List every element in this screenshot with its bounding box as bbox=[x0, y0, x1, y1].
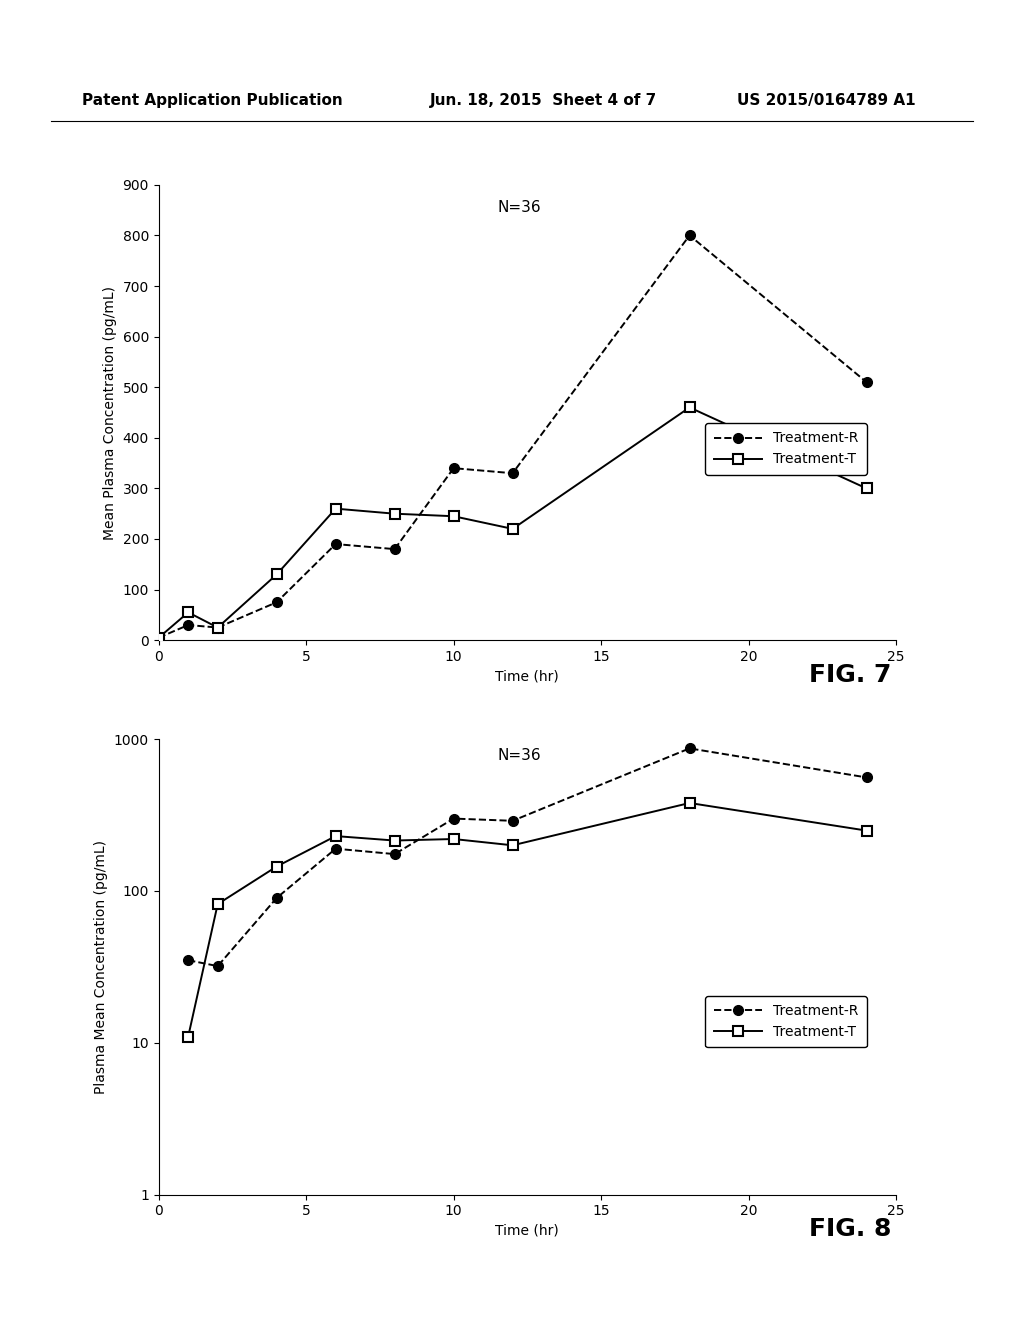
Treatment-T bbox=[683, 400, 695, 416]
Line: Treatment-T: Treatment-T bbox=[183, 799, 871, 1041]
Treatment-T bbox=[330, 828, 342, 843]
Text: FIG. 8: FIG. 8 bbox=[809, 1217, 891, 1241]
Treatment-R bbox=[212, 958, 224, 974]
Treatment-R bbox=[860, 374, 872, 389]
Line: Treatment-R: Treatment-R bbox=[154, 231, 871, 643]
Treatment-T bbox=[507, 837, 519, 853]
Y-axis label: Plasma Mean Concentration (pg/mL): Plasma Mean Concentration (pg/mL) bbox=[94, 840, 109, 1094]
Treatment-R bbox=[507, 813, 519, 829]
Treatment-R bbox=[860, 770, 872, 785]
Treatment-R bbox=[270, 594, 283, 610]
X-axis label: Time (hr): Time (hr) bbox=[496, 1224, 559, 1238]
Treatment-R bbox=[507, 465, 519, 480]
Treatment-R bbox=[182, 952, 195, 968]
Treatment-T bbox=[388, 833, 400, 849]
Y-axis label: Mean Plasma Concentration (pg/mL): Mean Plasma Concentration (pg/mL) bbox=[103, 285, 117, 540]
Treatment-T bbox=[683, 795, 695, 810]
Treatment-T bbox=[447, 832, 460, 847]
Treatment-T bbox=[182, 1028, 195, 1044]
Treatment-T bbox=[212, 619, 224, 635]
Treatment-R bbox=[447, 461, 460, 477]
Treatment-R bbox=[683, 741, 695, 756]
Legend: Treatment-R, Treatment-T: Treatment-R, Treatment-T bbox=[706, 995, 867, 1047]
Treatment-T bbox=[447, 508, 460, 524]
Treatment-R bbox=[330, 536, 342, 552]
Text: Jun. 18, 2015  Sheet 4 of 7: Jun. 18, 2015 Sheet 4 of 7 bbox=[430, 92, 657, 108]
Legend: Treatment-R, Treatment-T: Treatment-R, Treatment-T bbox=[706, 424, 867, 475]
Line: Treatment-T: Treatment-T bbox=[154, 403, 871, 643]
Treatment-T bbox=[182, 605, 195, 620]
Treatment-R bbox=[388, 846, 400, 862]
Treatment-T bbox=[507, 521, 519, 537]
Text: N=36: N=36 bbox=[498, 747, 542, 763]
Text: US 2015/0164789 A1: US 2015/0164789 A1 bbox=[737, 92, 915, 108]
Treatment-R bbox=[330, 841, 342, 857]
Treatment-T bbox=[153, 630, 165, 645]
Treatment-R bbox=[447, 810, 460, 826]
Treatment-T bbox=[860, 480, 872, 496]
Treatment-R bbox=[683, 227, 695, 243]
Text: FIG. 7: FIG. 7 bbox=[809, 663, 891, 686]
Treatment-T bbox=[270, 858, 283, 874]
Treatment-R bbox=[388, 541, 400, 557]
Text: Patent Application Publication: Patent Application Publication bbox=[82, 92, 343, 108]
Treatment-T bbox=[270, 566, 283, 582]
Text: N=36: N=36 bbox=[498, 201, 542, 215]
Treatment-R bbox=[270, 890, 283, 906]
Treatment-R bbox=[182, 618, 195, 634]
Treatment-R bbox=[153, 630, 165, 645]
Treatment-R bbox=[212, 619, 224, 635]
Treatment-T bbox=[860, 822, 872, 838]
Treatment-T bbox=[330, 500, 342, 516]
X-axis label: Time (hr): Time (hr) bbox=[496, 669, 559, 684]
Treatment-T bbox=[212, 896, 224, 912]
Treatment-T bbox=[388, 506, 400, 521]
Line: Treatment-R: Treatment-R bbox=[183, 743, 871, 972]
